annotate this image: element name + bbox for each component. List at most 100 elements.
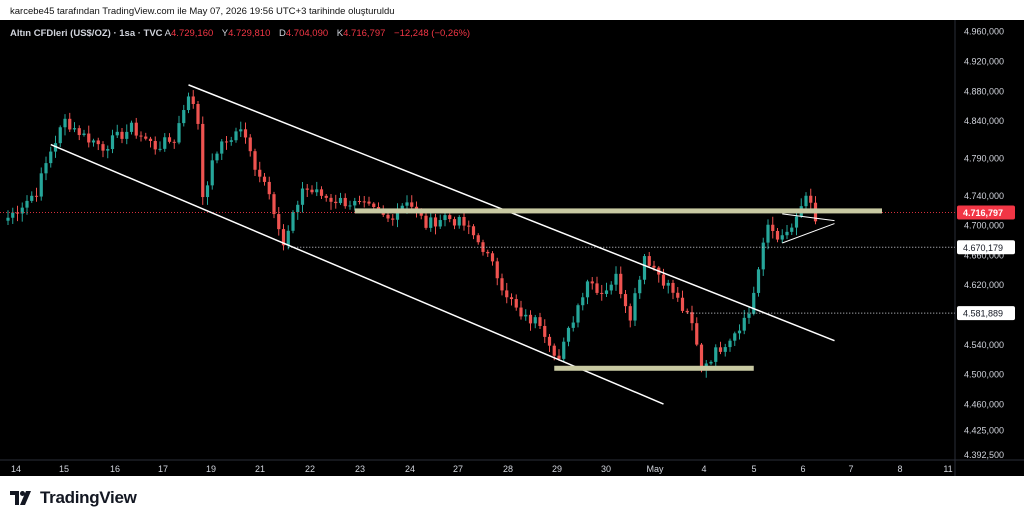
x-tick-label: 14 — [11, 464, 21, 474]
x-tick-label: 15 — [59, 464, 69, 474]
high-value: 4.729,810 — [228, 28, 271, 39]
candle-body — [756, 269, 761, 293]
candle-body — [353, 201, 357, 206]
candle-body — [296, 204, 300, 213]
candle-body — [120, 131, 124, 139]
candle-body — [733, 333, 737, 341]
candle-body — [49, 151, 53, 164]
low-value: 4.704,090 — [285, 28, 329, 39]
candle-body — [319, 189, 324, 196]
candle-body — [144, 136, 148, 139]
candle-body — [101, 144, 105, 151]
candle-body — [186, 96, 191, 111]
x-tick-label: 21 — [255, 464, 265, 474]
candle-body — [15, 212, 20, 214]
price-label-text: 4.670,179 — [963, 243, 1003, 253]
candle-body — [557, 355, 561, 359]
x-tick-label: 11 — [943, 464, 952, 474]
sr-zone — [554, 365, 754, 371]
candle-body — [804, 195, 808, 207]
candle-body — [362, 201, 366, 203]
candle-body — [215, 153, 219, 161]
candle-body — [210, 160, 214, 186]
y-tick-label: 4.425,000 — [964, 426, 1004, 436]
candle-body — [809, 195, 813, 203]
candle-body — [243, 129, 248, 138]
channel-trendline — [50, 143, 664, 405]
tradingview-logo-text: TradingView — [40, 488, 137, 507]
candle-body — [272, 194, 276, 215]
low-label: D — [279, 28, 286, 39]
candle-body — [305, 188, 309, 190]
candle-body — [224, 141, 229, 143]
candle-body — [34, 195, 39, 197]
candle-body — [514, 299, 518, 308]
close-value: 4.716,797 — [343, 28, 386, 39]
sr-zone — [354, 208, 882, 214]
x-tick-label: 28 — [503, 464, 513, 474]
candle-body — [20, 207, 24, 214]
candle-body — [690, 312, 694, 324]
candle-body — [633, 293, 637, 321]
candle-body — [30, 195, 34, 201]
candle-body — [315, 189, 319, 193]
price-label-box — [957, 205, 1015, 220]
candle-body — [676, 292, 680, 298]
candle-body — [129, 122, 134, 132]
chart-canvas[interactable]: 4.960,000 4.920,000 4.880,000 4.840,000 4.79… — [0, 20, 1024, 476]
candle-body — [595, 283, 599, 293]
x-tick-label: 23 — [355, 464, 365, 474]
candle-body — [158, 148, 162, 150]
price-label-text: 4.581,889 — [963, 309, 1003, 319]
candle-body — [775, 230, 780, 240]
candle-body — [652, 265, 656, 268]
y-tick-label: 4.840,000 — [964, 116, 1004, 126]
candle-body — [571, 322, 575, 328]
candle-body — [258, 169, 262, 177]
candle-body — [718, 347, 723, 352]
candle-body — [63, 118, 67, 128]
candle-body — [329, 197, 333, 202]
candle-body — [619, 273, 623, 295]
candle-body — [267, 181, 271, 195]
price-chart[interactable]: 4.960,000 4.920,000 4.880,000 4.840,000 4.79… — [0, 20, 1024, 476]
candle-body — [457, 216, 461, 226]
candle-body — [68, 118, 72, 130]
candle-body — [338, 197, 343, 204]
candle-body — [44, 163, 48, 174]
candle-body — [552, 345, 556, 356]
x-tick-label: 7 — [848, 464, 853, 474]
candle-body — [134, 122, 138, 136]
candle-body — [671, 282, 675, 293]
x-tick-label: 4 — [701, 464, 706, 474]
candle-body — [614, 273, 618, 285]
x-tick-label: May — [646, 464, 664, 474]
candle-body — [543, 325, 547, 337]
open-value: 4.729,160 — [171, 28, 214, 39]
candle-body — [500, 278, 504, 291]
close-label: K — [336, 28, 344, 39]
candle-body — [505, 290, 509, 298]
y-tick-label: 4.392,500 — [964, 450, 1004, 460]
candle-body — [695, 323, 699, 345]
candle-body — [77, 128, 81, 136]
y-tick-label: 4.540,000 — [964, 340, 1004, 350]
y-tick-label: 4.790,000 — [964, 153, 1004, 163]
candle-body — [728, 340, 732, 348]
candle-body — [372, 203, 376, 207]
x-tick-label: 19 — [206, 464, 216, 474]
candle-body — [666, 282, 670, 286]
candle-body — [486, 251, 490, 254]
candle-body — [357, 201, 362, 203]
candle-body — [253, 151, 257, 170]
candle-body — [139, 135, 143, 137]
candle-body — [410, 202, 414, 207]
candle-body — [424, 215, 428, 228]
tradingview-logo[interactable]: TradingView — [10, 488, 137, 508]
candle-body — [680, 297, 685, 311]
candle-body — [286, 230, 290, 246]
candle-body — [58, 127, 62, 144]
candle-body — [82, 133, 86, 136]
candle-body — [125, 131, 129, 139]
candle-body — [481, 242, 485, 252]
